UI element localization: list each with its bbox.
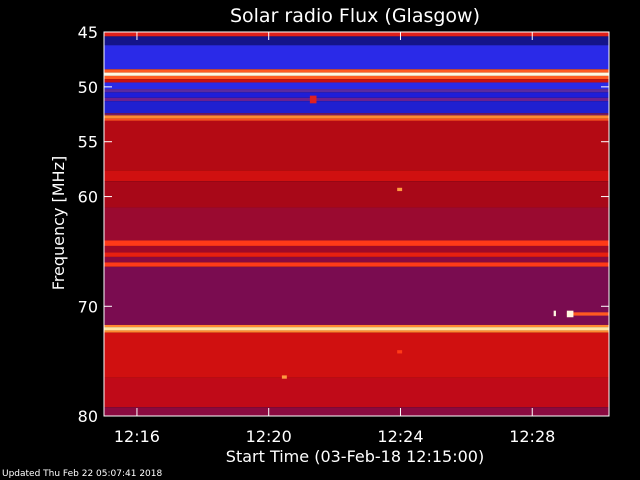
plot-area [103, 31, 610, 417]
y-tick-label: 60 [78, 188, 98, 207]
frequency-band [104, 45, 609, 70]
y-tick-label: 80 [78, 407, 98, 426]
plot-frame [103, 31, 610, 417]
frequency-band [104, 407, 609, 416]
chart-title: Solar radio Flux (Glasgow) [230, 5, 480, 27]
frequency-band [104, 245, 609, 253]
y-axis: 45 50 55 60 70 80 [78, 23, 609, 426]
frequency-band [104, 324, 609, 328]
emission-feature [281, 375, 287, 379]
emission-feature [566, 310, 574, 318]
y-tick-label: 50 [78, 78, 98, 97]
x-tick-label: 12:24 [377, 427, 423, 446]
frequency-band [104, 266, 609, 325]
frequency-band [104, 118, 609, 121]
frequency-band [104, 377, 609, 408]
frequency-band [104, 75, 609, 80]
x-axis: 12:16 12:20 12:24 12:28 [114, 32, 555, 446]
y-axis-label: Frequency [MHz] [49, 156, 68, 290]
x-tick-label: 12:28 [509, 427, 555, 446]
y-tick-label: 45 [78, 23, 98, 42]
frequency-band [104, 240, 609, 246]
frequency-band [104, 72, 609, 76]
emission-feature [397, 187, 403, 192]
emission-feature [566, 312, 609, 316]
emission-feature [397, 350, 403, 354]
y-tick-label: 70 [78, 297, 98, 316]
emission-feature [553, 310, 556, 317]
frequency-band [104, 327, 609, 331]
frequency-band [104, 89, 609, 93]
updated-timestamp: Updated Thu Feb 22 05:07:41 2018 [2, 469, 163, 479]
y-tick-label: 55 [78, 133, 98, 152]
frequency-band [104, 181, 609, 208]
frequency-band [104, 332, 609, 378]
frequency-band [104, 69, 609, 73]
frequency-band [104, 115, 609, 119]
frequency-band [104, 92, 609, 98]
frequency-band [104, 113, 609, 116]
frequency-band [104, 330, 609, 333]
x-tick-label: 12:20 [246, 427, 292, 446]
x-axis-label: Start Time (03-Feb-18 12:15:00) [226, 447, 484, 466]
frequency-band [104, 207, 609, 241]
frequency-band [104, 101, 609, 114]
frequency-band [104, 262, 609, 267]
frequency-band [104, 120, 609, 171]
frequency-band [104, 79, 609, 83]
frequency-band [104, 256, 609, 263]
frequency-band [104, 252, 609, 257]
frequency-band [104, 36, 609, 46]
emission-feature [309, 95, 317, 104]
frequency-band [104, 97, 609, 102]
frequency-band [104, 170, 609, 182]
frequency-band [104, 32, 609, 37]
x-tick-label: 12:16 [114, 427, 160, 446]
frequency-band [104, 82, 609, 90]
